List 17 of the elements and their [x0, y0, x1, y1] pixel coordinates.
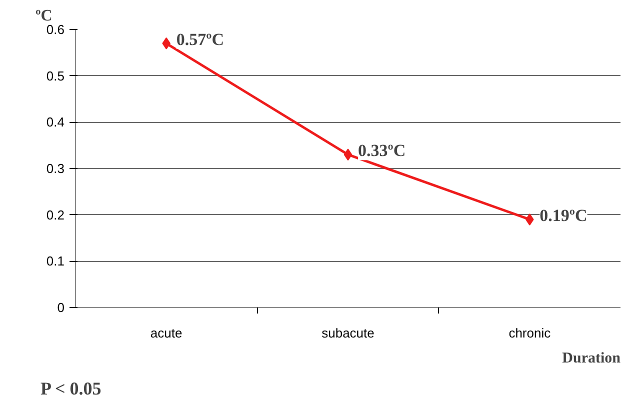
point	[344, 148, 352, 161]
data-label: 0.19ºC	[540, 206, 588, 225]
y-tick-label: 0.1	[46, 254, 65, 269]
data-label: 0.33ºC	[358, 141, 406, 160]
x-tick-label: chronic	[508, 326, 552, 340]
y-tick-label: 0.3	[46, 161, 65, 176]
y-tick-label: 0	[57, 300, 65, 315]
y-tick-label: 0.6	[46, 22, 65, 37]
data-label: 0.57ºC	[176, 30, 224, 49]
y-tick-label: 0.2	[46, 207, 65, 222]
y-axis-title: ºC	[36, 8, 52, 24]
y-tick-label: 0.4	[46, 114, 65, 130]
x-axis-title: Duration	[562, 350, 622, 366]
x-tick-label: acute	[150, 326, 182, 340]
x-tick-label: subacute	[322, 326, 374, 340]
y-tick-label: 0.5	[46, 68, 65, 84]
text: P < 0.05	[40, 378, 102, 398]
